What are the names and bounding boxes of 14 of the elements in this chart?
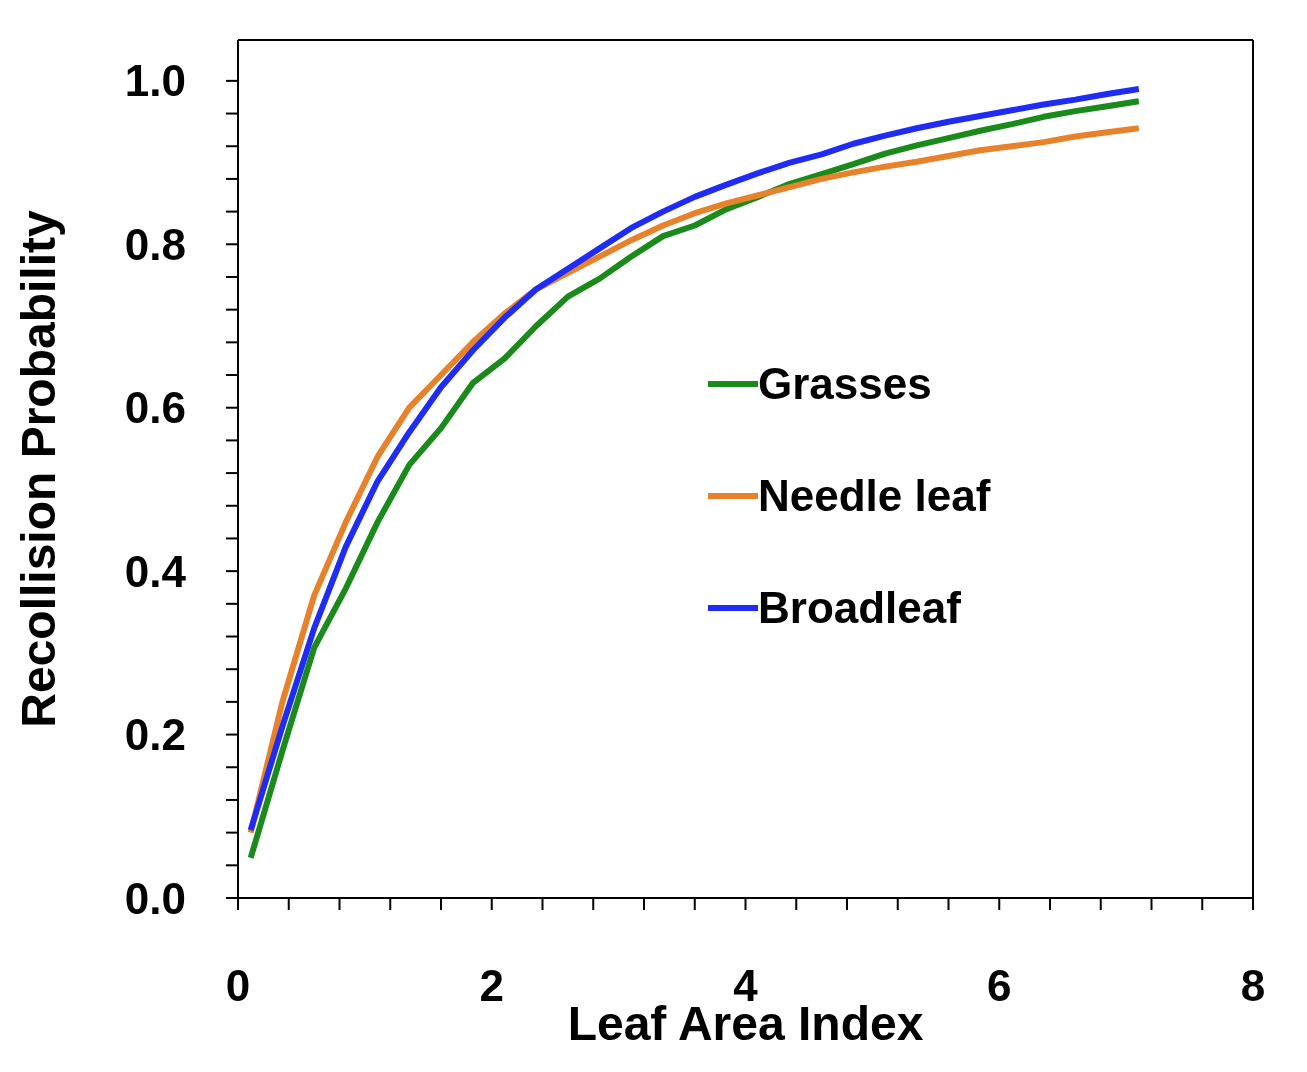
x-tick-label: 0 [225,961,251,1011]
y-tick-label: 0.6 [124,383,186,433]
y-axis-title: Recollision Probability [12,209,66,728]
legend-label: Grasses [758,359,932,409]
y-tick-label: 1.0 [124,56,186,106]
x-tick-label: 6 [987,961,1012,1011]
y-tick-label: 0.8 [124,219,186,269]
legend-label: Needle leaf [758,471,991,521]
x-tick-label: 8 [1240,961,1266,1011]
x-tick-label: 2 [479,961,504,1011]
y-tick-label: 0.2 [124,710,186,760]
y-tick-label: 0.4 [124,546,187,596]
y-tick-label: 0.0 [124,873,186,923]
legend-label: Broadleaf [758,583,961,633]
